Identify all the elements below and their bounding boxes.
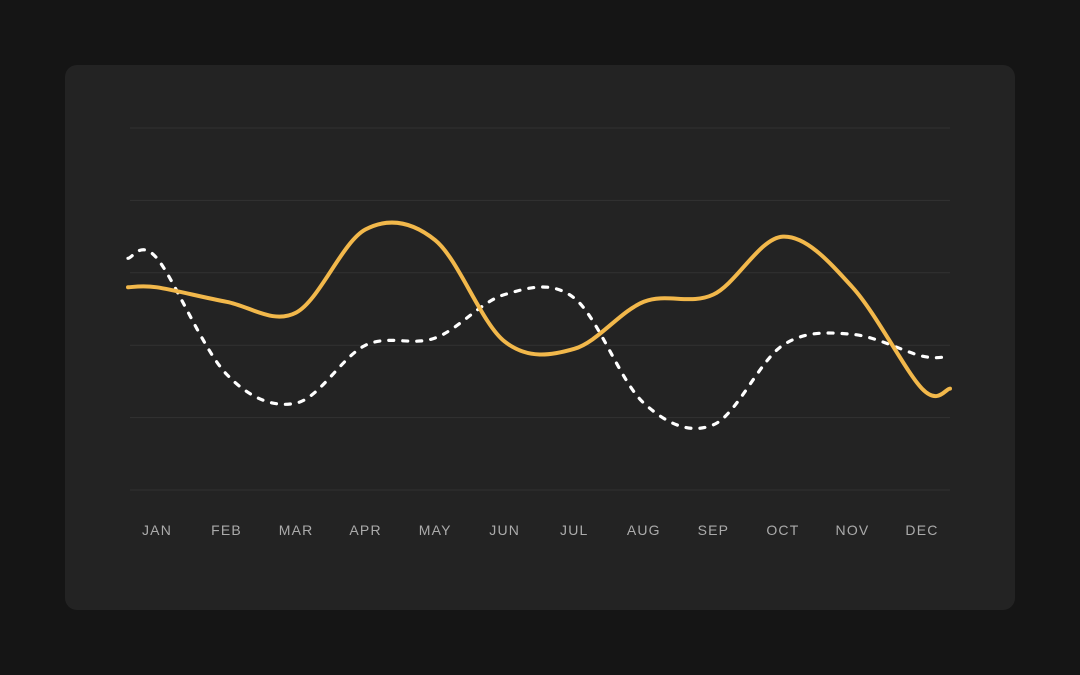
x-axis-label-mar: MAR — [279, 522, 314, 538]
x-axis-label-aug: AUG — [627, 522, 661, 538]
x-axis-label-apr: APR — [349, 522, 381, 538]
series-line-amber-solid — [126, 220, 952, 399]
chart-card: JAN FEB MAR APR MAY JUN JUL AUG SEP OCT NOV DEC — [65, 65, 1015, 610]
x-axis-label-oct: OCT — [766, 522, 799, 538]
x-axis-label-nov: NOV — [836, 522, 870, 538]
x-axis-label-sep: SEP — [698, 522, 730, 538]
trend-chart: JAN FEB MAR APR MAY JUN JUL AUG SEP OCT NOV DEC — [126, 127, 952, 538]
x-axis-label-may: MAY — [419, 522, 452, 538]
x-axis-label-dec: DEC — [905, 522, 938, 538]
series-line-white-dashed — [126, 248, 952, 430]
x-axis-label-jan: JAN — [142, 522, 172, 538]
x-axis-label-feb: FEB — [211, 522, 242, 538]
x-axis-label-jun: JUN — [489, 522, 520, 538]
x-axis-label-jul: JUL — [560, 522, 589, 538]
